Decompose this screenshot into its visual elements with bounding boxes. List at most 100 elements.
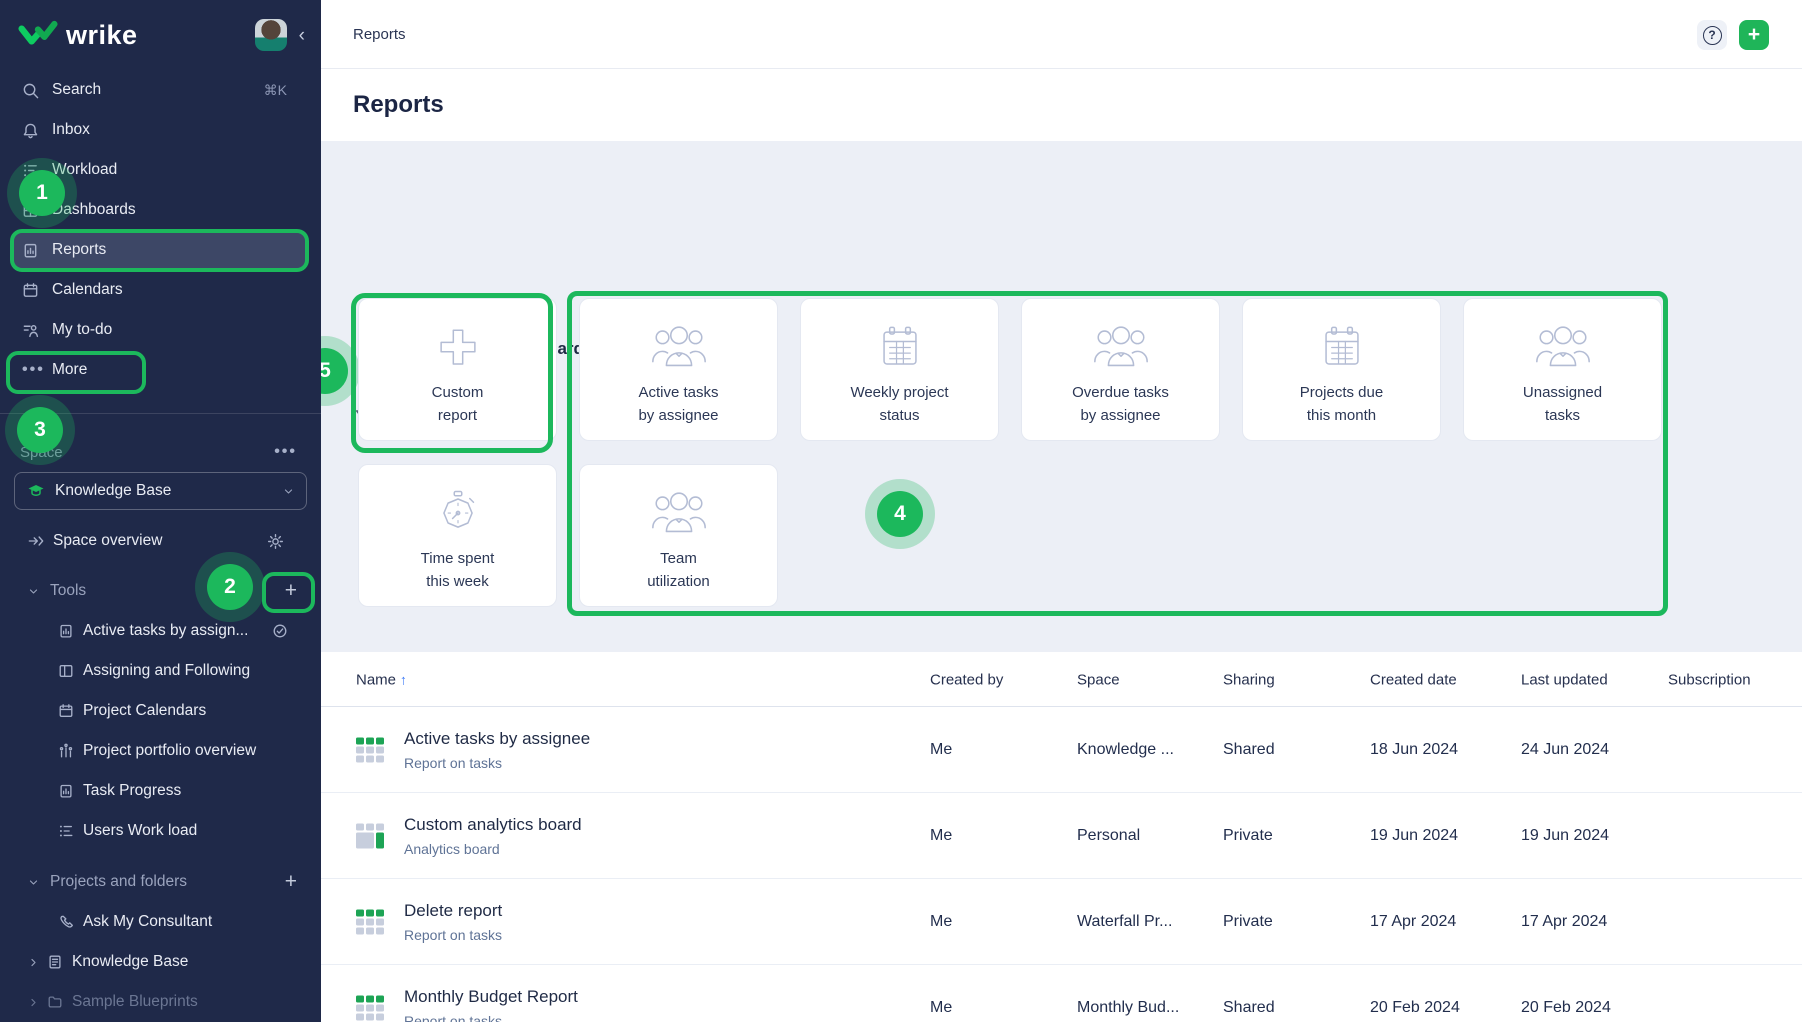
card-label: Custom xyxy=(431,384,484,401)
table-row[interactable]: Active tasks by assignee Report on tasks… xyxy=(321,707,1802,793)
my-todo-icon xyxy=(23,324,39,337)
add-tool-button[interactable]: + xyxy=(284,579,297,602)
sidebar-tool-portfolio[interactable]: Project portfolio overview xyxy=(0,731,321,771)
sidebar-section-tools[interactable]: Tools + xyxy=(0,571,321,611)
cell-space: Personal xyxy=(1077,826,1141,844)
reports-icon xyxy=(24,243,37,257)
chevron-down-icon xyxy=(284,488,293,494)
wrike-logo-icon xyxy=(18,20,58,45)
report-type-icon xyxy=(356,995,384,1020)
template-card-time-spent[interactable]: Time spent this week xyxy=(358,464,557,607)
annotation-step-4: 4 xyxy=(877,491,923,537)
sidebar-item-more[interactable]: ••• More xyxy=(0,350,321,390)
table-row[interactable]: Custom analytics board Analytics board M… xyxy=(321,793,1802,879)
title-bar: Reports xyxy=(321,69,1802,141)
create-new-button[interactable]: + xyxy=(1739,20,1769,50)
plus-icon: + xyxy=(1747,22,1761,46)
card-label: Team xyxy=(660,550,697,567)
template-card-unassigned-tasks[interactable]: Unassigned tasks xyxy=(1463,298,1662,441)
table-row[interactable]: Monthly Budget Report Report on tasks Me… xyxy=(321,965,1802,1022)
template-card-projects-due[interactable]: Projects due this month xyxy=(1242,298,1441,441)
cell-space: Monthly Bud... xyxy=(1077,998,1180,1016)
card-label: Time spent xyxy=(420,550,495,567)
report-name-link[interactable]: Monthly Budget Report xyxy=(404,986,578,1006)
report-name-link[interactable]: Custom analytics board xyxy=(404,814,582,834)
sidebar-item-workload[interactable]: Workload xyxy=(0,150,321,190)
reports-table: Name ↑ Created by Space Sharing Created d… xyxy=(321,653,1802,1022)
sidebar-tool-users-workload[interactable]: Users Work load xyxy=(0,811,321,851)
template-card-team-utilization[interactable]: Team utilization xyxy=(579,464,778,607)
sidebar-item-inbox[interactable]: Inbox xyxy=(0,110,321,150)
column-header-sharing[interactable]: Sharing xyxy=(1223,671,1275,688)
graduation-cap-icon xyxy=(28,485,44,496)
main-content: Reports ? + Reports Create an analytics … xyxy=(321,0,1802,1022)
space-menu-icon[interactable]: ••• xyxy=(274,443,297,460)
template-card-overdue-tasks[interactable]: Overdue tasks by assignee xyxy=(1021,298,1220,441)
sidebar-item-reports[interactable]: Reports xyxy=(13,230,308,270)
cell-created-date: 18 Jun 2024 xyxy=(1370,740,1459,758)
sidebar-item-search[interactable]: Search ⌘K xyxy=(0,70,321,110)
chevron-right-icon xyxy=(31,998,36,1006)
wrike-logo[interactable]: wrike xyxy=(18,20,138,51)
table-row[interactable]: Delete report Report on tasks Me Waterfa… xyxy=(321,879,1802,965)
sidebar-tool-task-progress[interactable]: Task Progress xyxy=(0,771,321,811)
cell-created-by: Me xyxy=(930,826,953,844)
sidebar-item-my-todo[interactable]: My to-do xyxy=(0,310,321,350)
template-card-active-tasks[interactable]: Active tasks by assignee xyxy=(579,298,778,441)
card-label: Overdue tasks xyxy=(1072,384,1169,401)
chevron-down-icon xyxy=(29,588,38,594)
question-mark-icon: ? xyxy=(1702,25,1722,45)
add-project-button[interactable]: + xyxy=(284,870,297,893)
cell-created-by: Me xyxy=(930,912,953,930)
report-name-link[interactable]: Delete report xyxy=(404,900,503,920)
cell-last-updated: 24 Jun 2024 xyxy=(1521,740,1610,758)
report-subtitle: Report on tasks xyxy=(404,1012,503,1022)
report-template-grid: Custom report Active tasks by assignee xyxy=(358,298,1662,607)
column-header-name[interactable]: Name ↑ xyxy=(356,671,408,688)
card-label: report xyxy=(437,407,478,424)
column-header-created-by[interactable]: Created by xyxy=(930,671,1004,688)
sidebar: wrike ‹ Search ⌘K Inbox Workload Dashboa… xyxy=(0,0,321,1022)
sidebar-item-label: More xyxy=(52,361,88,378)
calendar-icon xyxy=(23,282,38,297)
template-card-weekly-status[interactable]: Weekly project status xyxy=(800,298,999,441)
sidebar-item-space-overview[interactable]: Space overview xyxy=(0,521,321,561)
page-title: Reports xyxy=(353,91,444,118)
sidebar-section-projects[interactable]: Projects and folders + xyxy=(0,862,321,902)
column-header-subscription[interactable]: Subscription xyxy=(1668,671,1751,688)
sidebar-item-label: Dashboards xyxy=(52,201,136,218)
sidebar-item-calendars[interactable]: Calendars xyxy=(0,270,321,310)
sidebar-item-label: Reports xyxy=(52,241,107,258)
team-icon xyxy=(1093,326,1148,367)
space-selector[interactable]: Knowledge Base xyxy=(14,472,307,510)
sidebar-collapse-icon[interactable]: ‹ xyxy=(298,24,305,46)
help-button[interactable]: ? xyxy=(1697,20,1727,50)
sidebar-tool-active-tasks[interactable]: Active tasks by assign... xyxy=(0,611,321,651)
breadcrumb: Reports xyxy=(353,25,406,43)
sort-ascending-icon: ↑ xyxy=(400,671,408,687)
sidebar-tool-project-calendars[interactable]: Project Calendars xyxy=(0,691,321,731)
column-header-last-updated[interactable]: Last updated xyxy=(1521,671,1608,688)
sidebar-tool-assigning[interactable]: Assigning and Following xyxy=(0,651,321,691)
cell-last-updated: 19 Jun 2024 xyxy=(1521,826,1610,844)
template-card-custom-report[interactable]: Custom report xyxy=(358,298,557,441)
sidebar-project-knowledge-base[interactable]: Knowledge Base xyxy=(0,942,321,982)
space-settings-button[interactable] xyxy=(267,533,297,550)
sidebar-item-label: Project Calendars xyxy=(83,702,207,719)
notebook-icon xyxy=(49,955,61,969)
report-name-link[interactable]: Active tasks by assignee xyxy=(404,728,591,748)
user-avatar[interactable] xyxy=(254,19,287,51)
sidebar-item-label: Space overview xyxy=(53,532,163,549)
column-header-created-date[interactable]: Created date xyxy=(1370,671,1457,688)
sidebar-item-label: My to-do xyxy=(52,321,113,338)
card-label: status xyxy=(879,407,920,424)
users-workload-icon xyxy=(59,825,73,837)
sidebar-project-ask-my-consultant[interactable]: Ask My Consultant xyxy=(0,902,321,942)
sidebar-project-sample-blueprints[interactable]: Sample Blueprints xyxy=(0,982,321,1022)
sidebar-item-label: Inbox xyxy=(52,121,90,138)
report-icon xyxy=(60,624,72,638)
cell-sharing: Private xyxy=(1223,826,1273,844)
column-header-space[interactable]: Space xyxy=(1077,671,1120,688)
report-subtitle: Analytics board xyxy=(404,840,500,857)
